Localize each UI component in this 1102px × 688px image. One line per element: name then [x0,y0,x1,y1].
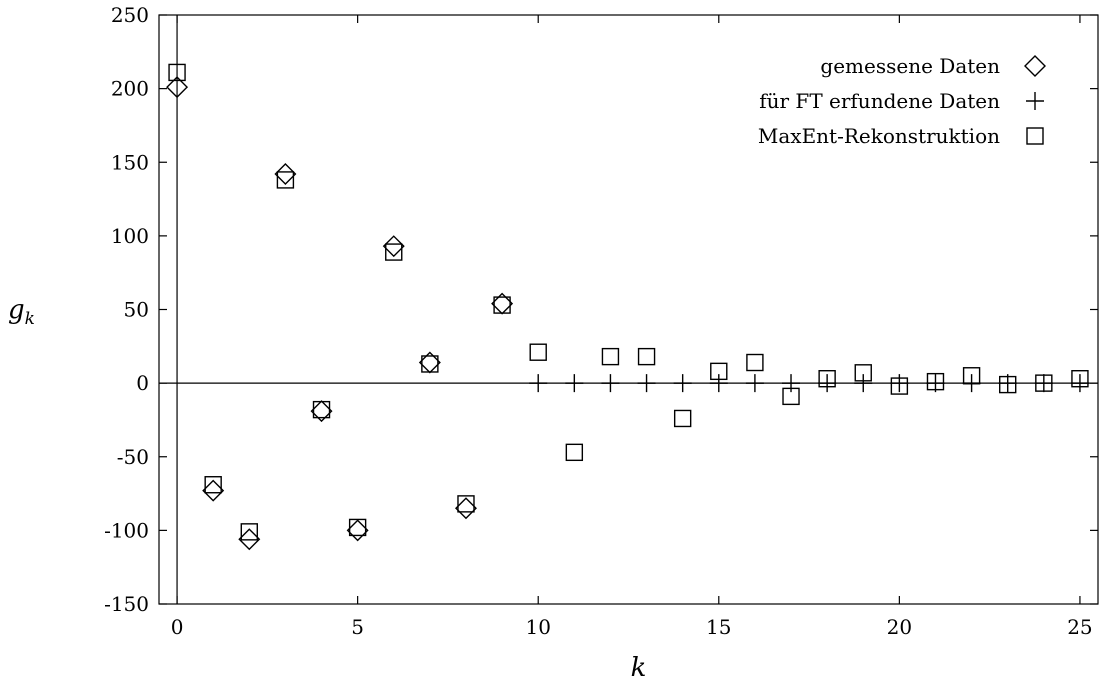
data-point-square [276,171,295,189]
data-point-square [385,243,403,261]
data-point-square [999,375,1017,394]
data-point-plus [565,374,584,393]
data-point-diamond [202,479,225,502]
data-point-square [962,367,981,385]
data-point-square [204,476,222,494]
data-point-square [565,443,584,462]
y-tick-label: 100 [111,224,149,248]
data-point-plus [818,374,837,393]
data-point-square [312,400,331,419]
y-tick-label: -100 [104,518,149,542]
series-plus [529,374,1089,393]
data-point-square [890,377,909,395]
y-axis-label: gk [8,295,35,329]
legend: gemessene Daten für FT erfundene Daten Max… [758,54,1046,148]
data-point-plus [709,374,728,393]
data-point-plus [1034,374,1053,393]
data-marks [166,63,1089,551]
data-point-square [854,364,872,382]
axes: 250 200 150 100 50 0 -50 -100 -150 0 5 10 15 20 25 [104,3,1099,639]
data-point-square [1071,370,1089,388]
x-tick-label: 15 [706,615,731,639]
data-point-plus [601,374,620,393]
data-point-square [818,370,836,388]
y-axis-label-subscript: k [25,309,35,329]
data-point-square [637,347,656,366]
x-axis-label: k [631,653,647,683]
y-axis-label-base: g [8,295,25,325]
data-point-diamond [166,76,189,99]
data-point-square [746,353,764,372]
y-tick-label: 250 [111,3,149,27]
data-point-square [673,409,692,428]
data-point-plus [1070,374,1089,393]
data-point-diamond [454,497,477,520]
y-tick-label: 0 [136,371,149,395]
legend-label: für FT erfundene Daten [759,89,1000,113]
data-point-square [168,63,186,82]
data-point-diamond [238,528,261,551]
y-tick-label: 200 [111,77,149,101]
data-point-diamond [382,235,405,258]
data-point-square [348,518,367,537]
y-tick-label: -50 [117,445,149,469]
legend-marker-diamond [1024,55,1046,77]
data-point-square [710,362,728,381]
data-point-plus [745,374,764,393]
x-tick-label: 10 [525,615,550,639]
data-point-plus [854,374,873,393]
y-tick-label: -150 [104,592,149,616]
data-point-square [1035,374,1053,392]
data-point-plus [890,374,909,393]
legend-marker-square [1026,127,1044,145]
data-point-square [421,355,439,373]
legend-label: MaxEnt-Rekonstruktion [758,124,1000,148]
data-point-diamond [274,163,297,186]
data-point-plus [637,374,656,393]
data-point-square [240,523,258,541]
data-point-diamond [310,400,333,423]
x-tick-label: 20 [887,615,912,639]
data-point-diamond [346,519,369,542]
x-tick-label: 25 [1067,615,1092,639]
y-tick-label: 150 [111,150,149,174]
data-point-square [457,495,475,513]
x-tick-label: 5 [351,615,364,639]
series-diamond [166,76,514,551]
data-point-square [782,387,800,406]
x-tick-label: 0 [171,615,184,639]
data-point-plus [673,374,692,393]
data-point-plus [529,374,548,393]
legend-marker-plus [1026,92,1044,110]
legend-label: gemessene Daten [820,54,1000,78]
data-point-square [493,296,511,314]
data-point-square [529,343,547,361]
series-square [168,63,1089,541]
data-point-plus [782,374,801,393]
data-point-square [926,372,945,391]
y-tick-label: 50 [124,298,149,322]
data-point-square [601,347,620,366]
